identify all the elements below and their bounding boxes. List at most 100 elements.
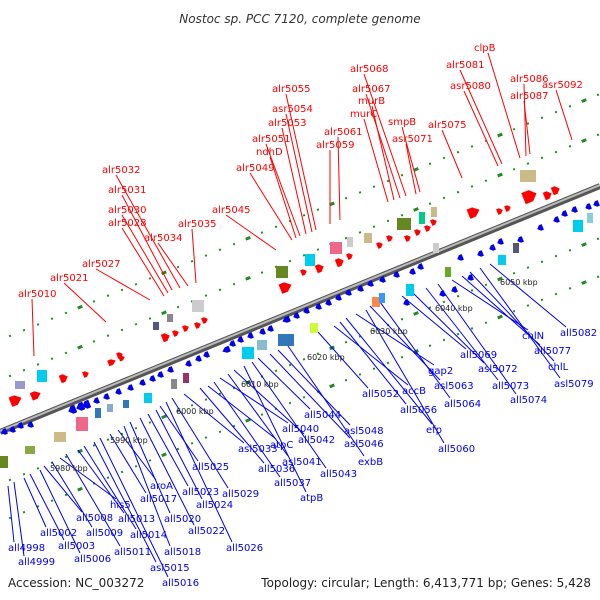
tick-mark bbox=[204, 398, 208, 401]
tick-mark bbox=[596, 93, 600, 97]
tick-mark bbox=[358, 373, 362, 376]
kbp-tick-label: 5990 kbp bbox=[110, 436, 148, 445]
forward-gene-label: alr5031 bbox=[108, 185, 146, 196]
reverse-gene-arrow bbox=[127, 384, 134, 391]
reverse-gene-arrow bbox=[195, 355, 202, 362]
tick-mark bbox=[161, 414, 167, 420]
tick-mark bbox=[274, 225, 278, 229]
forward-gene-arrow bbox=[201, 317, 208, 324]
reverse-gene-arrow bbox=[9, 426, 16, 433]
kbp-tick-label: 6040 kbp bbox=[435, 304, 473, 313]
tick-mark bbox=[245, 275, 251, 281]
forward-leader-line bbox=[463, 90, 499, 167]
forward-gene-label: asr5054 bbox=[272, 104, 313, 115]
tick-mark bbox=[106, 294, 110, 298]
forward-gene-label: murB bbox=[358, 96, 385, 107]
gene-block bbox=[372, 297, 380, 307]
reverse-gene-arrow bbox=[571, 206, 578, 213]
reverse-leader-line bbox=[65, 453, 121, 547]
forward-gene-arrow bbox=[521, 190, 537, 205]
tick-mark bbox=[302, 396, 306, 399]
kbp-tick-label: 5980 kbp bbox=[50, 464, 88, 473]
forward-gene-arrow bbox=[300, 269, 307, 276]
gene-block bbox=[419, 212, 425, 224]
reverse-gene-arrow bbox=[439, 290, 446, 297]
reverse-gene-arrow bbox=[593, 200, 600, 207]
tick-mark bbox=[442, 156, 446, 160]
forward-gene-label: asr5071 bbox=[392, 134, 433, 145]
tick-mark bbox=[64, 493, 68, 497]
reverse-gene-label: chlL bbox=[548, 362, 569, 373]
reverse-gene-arrow bbox=[267, 325, 274, 332]
forward-gene-label: alr5053 bbox=[268, 118, 306, 129]
forward-gene-label: alr5051 bbox=[252, 134, 290, 145]
tick-mark bbox=[512, 127, 516, 131]
tick-mark bbox=[497, 276, 503, 282]
reverse-leader-line bbox=[379, 301, 451, 399]
reverse-leader-line bbox=[333, 325, 409, 386]
forward-gene-label: alr5049 bbox=[236, 163, 274, 174]
reverse-leader-line bbox=[139, 417, 195, 526]
forward-leader-line bbox=[249, 172, 293, 241]
tick-mark bbox=[190, 403, 194, 407]
forward-gene-arrow bbox=[466, 207, 480, 219]
reverse-gene-arrow bbox=[315, 303, 322, 310]
reverse-leader-line bbox=[109, 433, 147, 494]
tick-mark bbox=[8, 334, 12, 338]
reverse-gene-arrow bbox=[222, 345, 231, 353]
forward-leader-line bbox=[523, 83, 527, 157]
gene-features bbox=[0, 170, 600, 468]
forward-gene-arrow bbox=[172, 330, 179, 337]
tick-mark bbox=[456, 190, 460, 194]
forward-gene-label: alr5068 bbox=[350, 64, 388, 75]
tick-mark bbox=[302, 254, 306, 257]
reverse-gene-arrow bbox=[345, 289, 352, 296]
forward-gene-arrow bbox=[414, 229, 421, 236]
tick-mark bbox=[581, 98, 587, 103]
forward-leader-line bbox=[281, 127, 307, 235]
reverse-leader-line bbox=[277, 349, 351, 426]
forward-gene-arrow bbox=[314, 264, 324, 274]
tick-mark bbox=[204, 436, 208, 439]
tick-mark bbox=[497, 172, 503, 178]
reverse-gene-label: all5074 bbox=[510, 395, 547, 406]
reverse-gene-arrow bbox=[335, 294, 342, 301]
tick-mark bbox=[512, 309, 516, 313]
tick-mark bbox=[148, 277, 152, 280]
forward-leader-line bbox=[95, 268, 151, 301]
reverse-gene-label: all5044 bbox=[304, 410, 341, 421]
reverse-leader-line bbox=[155, 409, 203, 500]
reverse-gene-arrow bbox=[17, 422, 24, 429]
tick-mark bbox=[190, 441, 194, 445]
reverse-gene-arrow bbox=[139, 379, 146, 386]
reverse-gene-arrow bbox=[451, 286, 458, 293]
gene-block bbox=[183, 373, 189, 383]
gene-block bbox=[573, 220, 583, 232]
tick-mark bbox=[400, 355, 404, 359]
reverse-gene-arrow bbox=[237, 336, 244, 343]
forward-leader-line bbox=[285, 113, 313, 233]
forward-gene-arrow bbox=[182, 325, 189, 332]
reverse-gene-arrow bbox=[497, 238, 504, 245]
reverse-leader-line bbox=[207, 385, 277, 440]
gene-block bbox=[107, 404, 113, 412]
tick-mark bbox=[344, 378, 348, 382]
tick-mark bbox=[442, 196, 446, 200]
forward-gene-label: alr5081 bbox=[446, 60, 484, 71]
reverse-leader-line bbox=[233, 369, 305, 435]
forward-gene-label: alr5055 bbox=[272, 84, 310, 95]
tick-mark bbox=[64, 351, 68, 355]
reverse-leader-line bbox=[269, 353, 351, 439]
reverse-gene-arrow bbox=[68, 404, 78, 414]
reverse-gene-label: all5014 bbox=[130, 530, 167, 541]
reverse-gene-arrow bbox=[403, 299, 410, 306]
reverse-gene-arrow bbox=[379, 276, 386, 283]
reverse-gene-label: accB bbox=[402, 386, 426, 397]
gene-block bbox=[520, 170, 536, 182]
tick-mark bbox=[36, 467, 40, 470]
tick-mark bbox=[526, 266, 530, 269]
reverse-leader-line bbox=[317, 331, 369, 389]
gene-block bbox=[347, 237, 353, 247]
forward-leader-line bbox=[115, 174, 181, 289]
reverse-gene-label: atpB bbox=[300, 493, 323, 504]
